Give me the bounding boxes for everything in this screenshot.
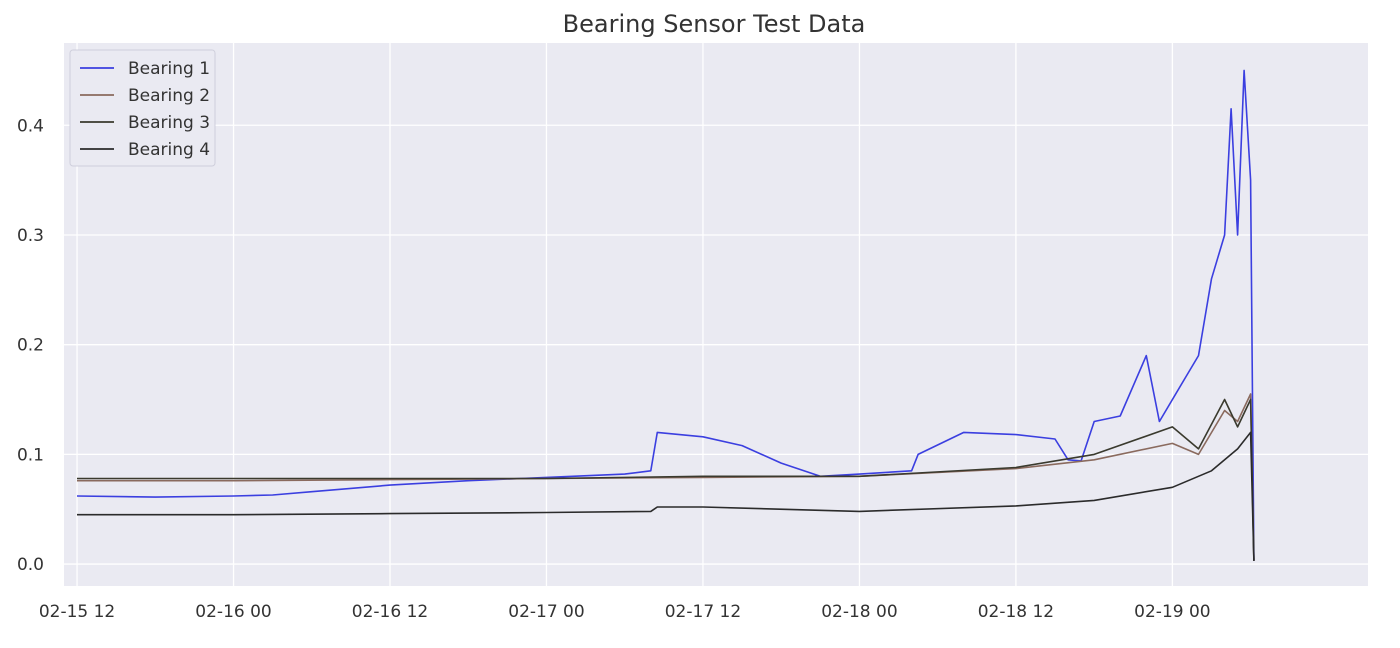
y-tick-label: 0.3	[17, 226, 44, 246]
legend-label: Bearing 4	[128, 140, 210, 160]
x-tick-label: 02-15 12	[39, 602, 115, 622]
legend-box	[69, 49, 216, 167]
series-line-bearing-4	[77, 431, 1255, 561]
plot-area	[64, 43, 1368, 586]
y-tick-label: 0.2	[17, 336, 44, 356]
legend: Bearing 1 Bearing 2 Bearing 3 Bearing 4	[69, 49, 216, 167]
x-tick-label: 02-19 00	[1134, 602, 1210, 622]
x-tick-label: 02-16 12	[352, 602, 428, 622]
y-tick-label: 0.4	[17, 116, 44, 136]
legend-label: Bearing 1	[128, 59, 210, 79]
x-tick-label: 02-16 00	[195, 602, 271, 622]
legend-label: Bearing 3	[128, 113, 210, 133]
chart-title: Bearing Sensor Test Data	[563, 10, 866, 38]
x-tick-label: 02-18 00	[821, 602, 897, 622]
x-tick-label: 02-17 00	[508, 602, 584, 622]
y-tick-label: 0.1	[17, 445, 44, 465]
x-axis-ticks: 02-15 12 02-16 00 02-16 12 02-17 00 02-17 12…	[39, 602, 1211, 622]
series-line-bearing-1	[76, 69, 1255, 561]
legend-label: Bearing 2	[128, 86, 210, 106]
grid-lines	[64, 43, 1368, 586]
series-line-bearing-3	[77, 398, 1255, 561]
series-lines	[76, 69, 1255, 561]
series-line-bearing-2	[77, 393, 1255, 561]
x-tick-label: 02-17 12	[665, 602, 741, 622]
x-tick-label: 02-18 12	[978, 602, 1054, 622]
y-axis-ticks: 0.0 0.1 0.2 0.3 0.4	[17, 116, 44, 575]
y-tick-label: 0.0	[17, 555, 44, 575]
